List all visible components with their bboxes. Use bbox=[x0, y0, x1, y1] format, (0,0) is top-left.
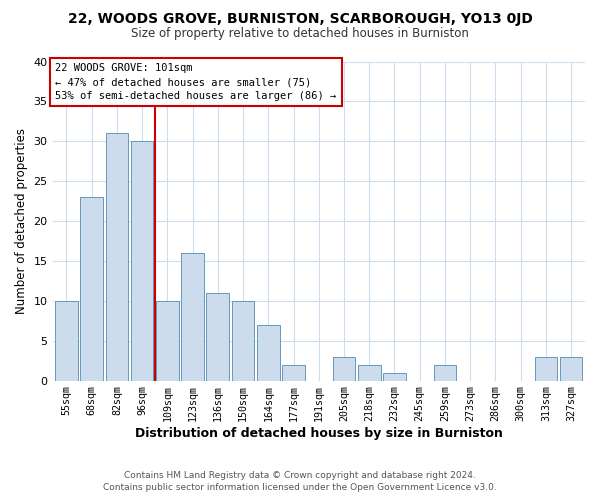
Bar bbox=[156, 301, 179, 380]
Bar bbox=[332, 356, 355, 380]
Bar bbox=[358, 364, 380, 380]
Text: 22 WOODS GROVE: 101sqm
← 47% of detached houses are smaller (75)
53% of semi-det: 22 WOODS GROVE: 101sqm ← 47% of detached… bbox=[55, 63, 337, 101]
Bar bbox=[434, 364, 457, 380]
Text: Contains HM Land Registry data © Crown copyright and database right 2024.
Contai: Contains HM Land Registry data © Crown c… bbox=[103, 471, 497, 492]
Text: Size of property relative to detached houses in Burniston: Size of property relative to detached ho… bbox=[131, 28, 469, 40]
Bar bbox=[181, 253, 204, 380]
Text: 22, WOODS GROVE, BURNISTON, SCARBOROUGH, YO13 0JD: 22, WOODS GROVE, BURNISTON, SCARBOROUGH,… bbox=[68, 12, 532, 26]
Bar bbox=[80, 197, 103, 380]
Bar bbox=[535, 356, 557, 380]
Bar bbox=[560, 356, 583, 380]
X-axis label: Distribution of detached houses by size in Burniston: Distribution of detached houses by size … bbox=[135, 427, 503, 440]
Bar bbox=[206, 293, 229, 380]
Bar bbox=[55, 301, 78, 380]
Bar bbox=[106, 134, 128, 380]
Bar bbox=[282, 364, 305, 380]
Y-axis label: Number of detached properties: Number of detached properties bbox=[15, 128, 28, 314]
Bar bbox=[383, 372, 406, 380]
Bar bbox=[257, 324, 280, 380]
Bar bbox=[232, 301, 254, 380]
Bar bbox=[131, 142, 154, 380]
